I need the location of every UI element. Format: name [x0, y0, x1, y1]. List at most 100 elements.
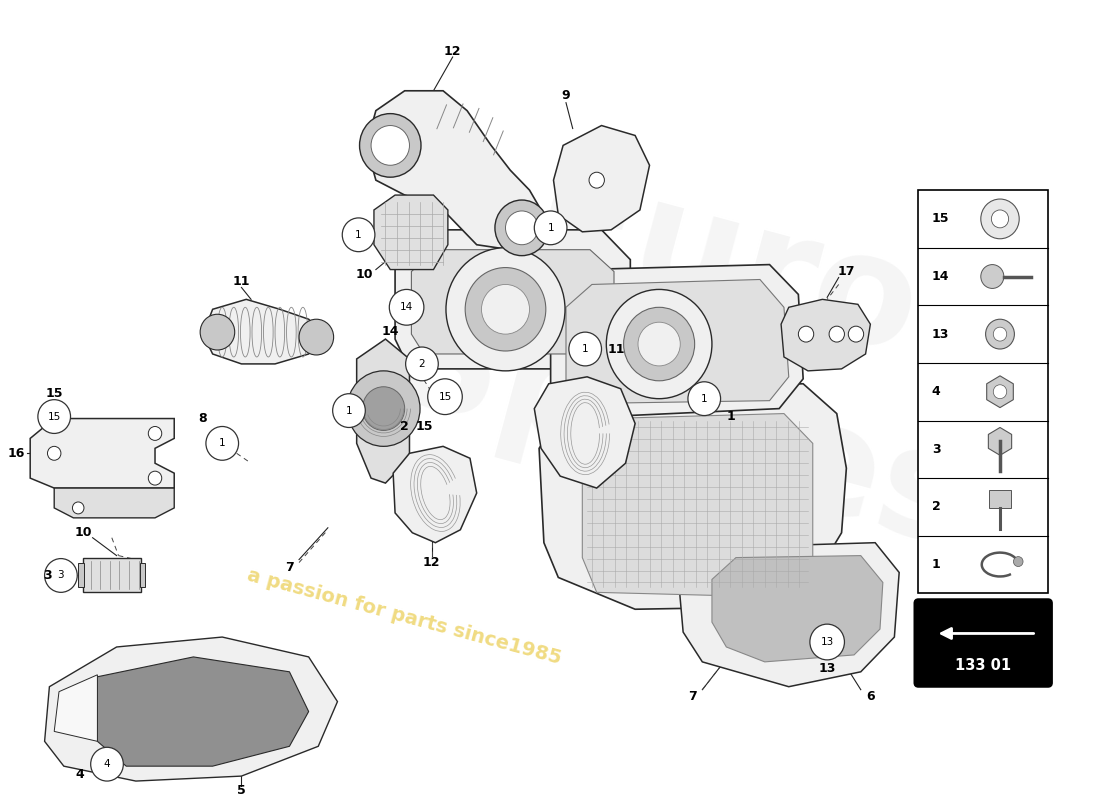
Text: 13: 13 — [821, 637, 834, 647]
Text: 15: 15 — [415, 420, 432, 433]
Circle shape — [624, 307, 695, 381]
Circle shape — [1013, 557, 1023, 566]
Polygon shape — [393, 446, 476, 542]
Circle shape — [206, 426, 239, 460]
Text: 8: 8 — [199, 412, 207, 425]
Text: 1: 1 — [355, 230, 362, 240]
Circle shape — [799, 326, 814, 342]
Text: 1: 1 — [345, 406, 352, 415]
Circle shape — [428, 379, 462, 414]
Text: 1: 1 — [727, 410, 736, 423]
Text: 5: 5 — [238, 785, 245, 798]
Polygon shape — [366, 90, 543, 250]
Text: 7: 7 — [285, 561, 294, 574]
Polygon shape — [781, 299, 870, 371]
Text: 14: 14 — [932, 270, 949, 283]
Circle shape — [606, 290, 712, 398]
Text: 15: 15 — [45, 387, 63, 400]
Text: 3: 3 — [43, 569, 52, 582]
Text: 2: 2 — [400, 420, 409, 433]
Text: 13: 13 — [818, 662, 836, 675]
Circle shape — [981, 199, 1020, 238]
Text: 4: 4 — [76, 768, 85, 781]
Text: 15: 15 — [439, 392, 452, 402]
Circle shape — [90, 747, 123, 781]
Polygon shape — [356, 339, 409, 483]
Circle shape — [45, 558, 77, 592]
Polygon shape — [54, 488, 174, 518]
Circle shape — [200, 314, 234, 350]
Text: 12: 12 — [422, 556, 440, 569]
Text: 2: 2 — [419, 359, 426, 369]
Text: 1: 1 — [701, 394, 707, 404]
Circle shape — [406, 347, 438, 381]
Text: 1: 1 — [932, 558, 940, 571]
Circle shape — [360, 114, 421, 177]
Text: 7: 7 — [689, 690, 697, 703]
Circle shape — [588, 172, 604, 188]
Polygon shape — [204, 299, 323, 364]
Text: 4: 4 — [103, 759, 110, 769]
Polygon shape — [582, 414, 813, 598]
Polygon shape — [566, 279, 789, 404]
Text: 2: 2 — [932, 501, 940, 514]
Circle shape — [991, 210, 1009, 228]
Polygon shape — [54, 674, 98, 742]
Polygon shape — [45, 637, 338, 781]
Text: 4: 4 — [932, 386, 940, 398]
Circle shape — [482, 285, 529, 334]
Bar — [82, 558, 141, 592]
Polygon shape — [679, 542, 899, 686]
Text: 3: 3 — [57, 570, 64, 581]
Polygon shape — [989, 427, 1012, 455]
Polygon shape — [411, 250, 614, 354]
Polygon shape — [374, 195, 448, 270]
Text: a passion for parts since1985: a passion for parts since1985 — [245, 566, 564, 668]
Bar — [78, 562, 84, 587]
Circle shape — [148, 471, 162, 485]
Circle shape — [348, 371, 420, 446]
Circle shape — [148, 426, 162, 440]
Text: 13: 13 — [932, 328, 949, 341]
Text: 12: 12 — [444, 45, 461, 58]
Text: 1: 1 — [219, 438, 225, 448]
Text: 6: 6 — [866, 690, 874, 703]
Polygon shape — [551, 265, 803, 417]
Text: 10: 10 — [355, 268, 373, 281]
Text: 10: 10 — [75, 526, 91, 539]
Circle shape — [495, 200, 549, 256]
Circle shape — [506, 211, 538, 245]
Circle shape — [362, 386, 405, 430]
Circle shape — [829, 326, 845, 342]
Text: 16: 16 — [7, 447, 24, 460]
Text: 3: 3 — [932, 443, 940, 456]
Text: 133 01: 133 01 — [955, 658, 1011, 673]
Polygon shape — [539, 384, 846, 610]
Circle shape — [981, 265, 1004, 289]
Text: 9: 9 — [562, 90, 570, 102]
Circle shape — [993, 327, 1007, 341]
Text: 15: 15 — [932, 213, 949, 226]
Circle shape — [569, 332, 602, 366]
Text: 1: 1 — [548, 223, 554, 233]
Polygon shape — [395, 230, 630, 369]
FancyBboxPatch shape — [914, 599, 1052, 686]
Circle shape — [73, 502, 84, 514]
Circle shape — [371, 126, 409, 166]
Text: 11: 11 — [233, 275, 250, 288]
Circle shape — [986, 319, 1014, 349]
Text: 17: 17 — [837, 265, 855, 278]
Circle shape — [342, 218, 375, 252]
Text: 14: 14 — [400, 302, 414, 312]
Bar — [989, 490, 1011, 508]
Polygon shape — [712, 556, 883, 662]
Circle shape — [535, 211, 566, 245]
Circle shape — [993, 385, 1007, 398]
Bar — [918, 190, 1048, 594]
Circle shape — [688, 382, 720, 415]
Text: 1: 1 — [582, 344, 588, 354]
Bar — [140, 562, 145, 587]
Circle shape — [332, 394, 365, 427]
Text: 15: 15 — [47, 411, 60, 422]
Circle shape — [848, 326, 864, 342]
